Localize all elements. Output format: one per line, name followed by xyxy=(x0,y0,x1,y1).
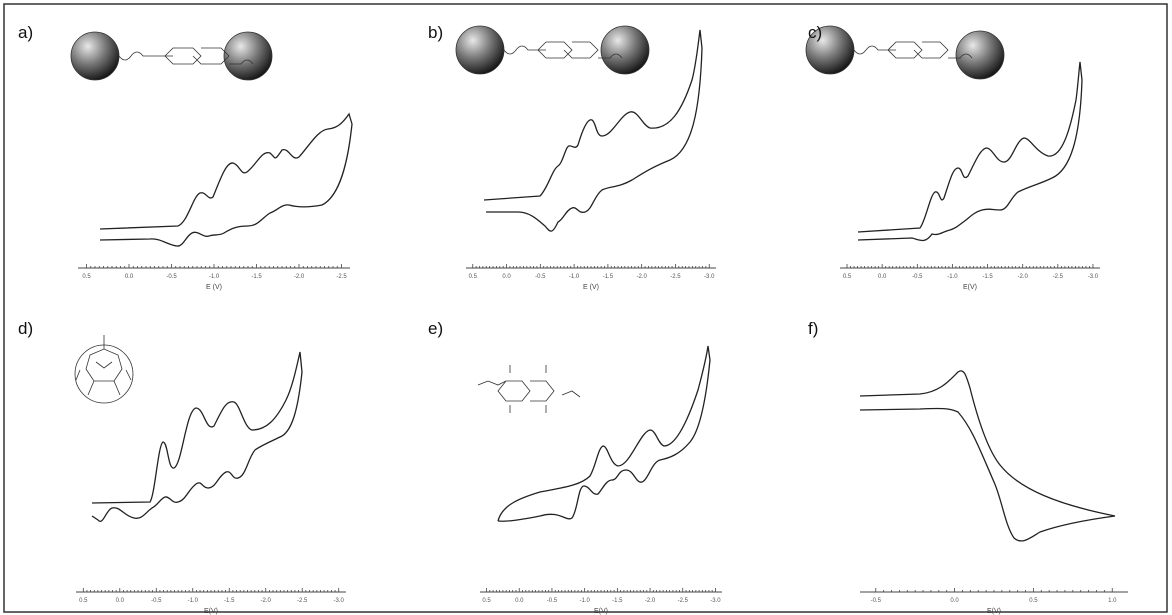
x-tick-label: -0.5 xyxy=(535,274,546,280)
x-tick-label: -2.5 xyxy=(678,598,689,604)
x-tick-label: -2.0 xyxy=(645,598,656,604)
x-tick-label: -2.0 xyxy=(1018,274,1029,280)
x-tick-label: -0.5 xyxy=(912,274,923,280)
x-tick-label: -1.5 xyxy=(612,598,623,604)
x-tick-label: -1.0 xyxy=(569,274,580,280)
x-tick-label: 0.5 xyxy=(79,598,88,604)
x-tick-label: -2.5 xyxy=(297,598,308,604)
frame xyxy=(3,3,1168,613)
x-tick-label: -0.5 xyxy=(871,598,882,604)
x-tick-label: -1.0 xyxy=(188,598,199,604)
x-tick-label: -1.5 xyxy=(603,274,614,280)
x-tick-label: -0.5 xyxy=(166,274,177,280)
x-tick-label: 0.5 xyxy=(482,598,491,604)
x-tick-label: 0.5 xyxy=(843,274,852,280)
x-tick-label: -2.0 xyxy=(261,598,272,604)
x-tick-label: -1.0 xyxy=(947,274,958,280)
x-tick-label: -1.5 xyxy=(224,598,235,604)
x-axis-label: E (V) xyxy=(206,284,222,291)
x-tick-label: 0.0 xyxy=(878,274,887,280)
panel-label: d) xyxy=(18,319,33,338)
x-tick-label: -0.5 xyxy=(547,598,558,604)
x-axis-label: E(V) xyxy=(963,284,977,291)
x-tick-label: 0.0 xyxy=(502,274,511,280)
x-tick-label: -1.5 xyxy=(982,274,993,280)
x-tick-label: -3.0 xyxy=(1088,274,1099,280)
molecule xyxy=(70,25,1005,413)
x-axis-label: E(V) xyxy=(594,608,608,615)
x-tick-label: -2.5 xyxy=(1053,274,1064,280)
x-tick-label: 0.0 xyxy=(950,598,959,604)
panel-label: b) xyxy=(428,23,443,42)
x-tick-label: 0.5 xyxy=(1029,598,1038,604)
x-tick-label: -2.5 xyxy=(670,274,681,280)
x-tick-label: 0.0 xyxy=(515,598,524,604)
x-tick-label: -2.5 xyxy=(336,274,347,280)
x-tick-label: -1.0 xyxy=(209,274,220,280)
x-tick-label: -1.0 xyxy=(579,598,590,604)
x-tick-label: 1.0 xyxy=(1108,598,1117,604)
x-tick-label: -0.5 xyxy=(151,598,162,604)
x-tick-label: 0.0 xyxy=(116,598,125,604)
x-tick-label: 0.5 xyxy=(469,274,478,280)
panel-label: c) xyxy=(808,23,822,42)
cv-curves xyxy=(91,29,1116,542)
x-tick-label: -3.0 xyxy=(704,274,715,280)
x-tick-label: -1.5 xyxy=(251,274,262,280)
x-tick-label: -3.0 xyxy=(334,598,345,604)
panel-label: a) xyxy=(18,23,33,42)
x-tick-label: 0.0 xyxy=(125,274,134,280)
panel-label: f) xyxy=(808,319,818,338)
x-axis-label: E(V) xyxy=(987,608,1001,615)
x-axis-label: E(V) xyxy=(204,608,218,615)
x-tick-label: -2.0 xyxy=(637,274,648,280)
x-tick-label: -3.0 xyxy=(710,598,721,604)
x-tick-label: 0.5 xyxy=(82,274,91,280)
panel-label: e) xyxy=(428,319,443,338)
x-tick-label: -2.0 xyxy=(294,274,305,280)
x-axis-label: E (V) xyxy=(583,284,599,291)
